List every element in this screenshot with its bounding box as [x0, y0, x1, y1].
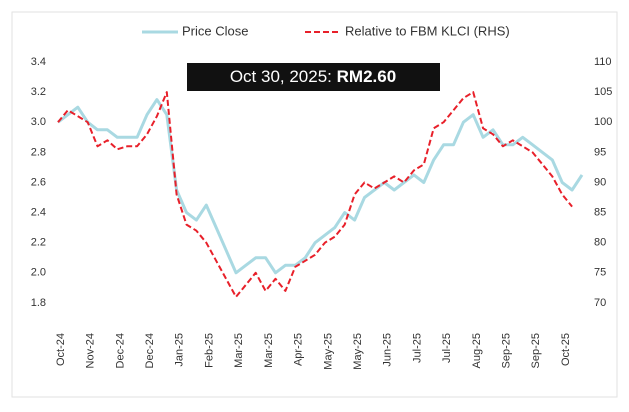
x-tick-label: Mar-25	[233, 333, 245, 368]
y-tick-label: 2.2	[31, 237, 46, 249]
legend-label: Relative to FBM KLCI (RHS)	[345, 23, 510, 38]
x-tick-label: Jul-25	[411, 333, 423, 363]
y-tick-label: 1.8	[31, 297, 46, 309]
x-tick-label: May-25	[322, 333, 334, 370]
series-line	[57, 98, 584, 275]
y2-tick-label: 95	[594, 146, 606, 158]
y2-tick-label: 100	[594, 116, 612, 128]
y2-tick-label: 70	[594, 297, 606, 309]
y2-tick-label: 80	[594, 237, 606, 249]
x-tick-label: Dec-24	[114, 333, 126, 368]
x-tick-label: Jun-25	[382, 333, 394, 367]
legend-label: Price Close	[182, 23, 248, 38]
x-tick-label: Jan-25	[174, 333, 186, 367]
x-tick-label: Sep-25	[500, 333, 512, 368]
y2-tick-label: 105	[594, 86, 612, 98]
x-tick-label: May-25	[352, 333, 364, 370]
y2-tick-label: 90	[594, 176, 606, 188]
y-tick-label: 3.0	[31, 116, 46, 128]
series-line	[57, 91, 573, 298]
annotation-date: Oct 30, 2025:	[230, 67, 332, 86]
y2-tick-label: 110	[594, 56, 612, 68]
annotation-box	[187, 63, 440, 91]
y-tick-label: 3.4	[31, 56, 46, 68]
y2-tick-label: 85	[594, 206, 606, 218]
x-tick-label: Nov-24	[85, 333, 97, 368]
x-tick-label: Jul-25	[441, 333, 453, 363]
y-tick-label: 2.0	[31, 267, 46, 279]
x-tick-label: Oct-25	[560, 333, 572, 366]
legend: Price Close Relative to FBM KLCI (RHS)	[142, 23, 510, 38]
x-tick-label: Feb-25	[203, 333, 215, 368]
y-tick-label: 2.6	[31, 176, 46, 188]
x-tick-label: Oct-24	[55, 333, 67, 366]
x-tick-label: Apr-25	[293, 333, 305, 366]
x-tick-label: Mar-25	[263, 333, 275, 368]
y-tick-label: 2.4	[31, 206, 46, 218]
annotation: Oct 30, 2025: RM2.60	[230, 67, 396, 86]
x-tick-label: Aug-25	[471, 333, 483, 368]
y2-tick-label: 75	[594, 267, 606, 279]
annotation-value: RM2.60	[337, 67, 397, 86]
y-tick-label: 3.2	[31, 86, 46, 98]
x-tick-label: Sep-25	[530, 333, 542, 368]
y-tick-label: 2.8	[31, 146, 46, 158]
x-tick-label: Dec-24	[144, 333, 156, 368]
